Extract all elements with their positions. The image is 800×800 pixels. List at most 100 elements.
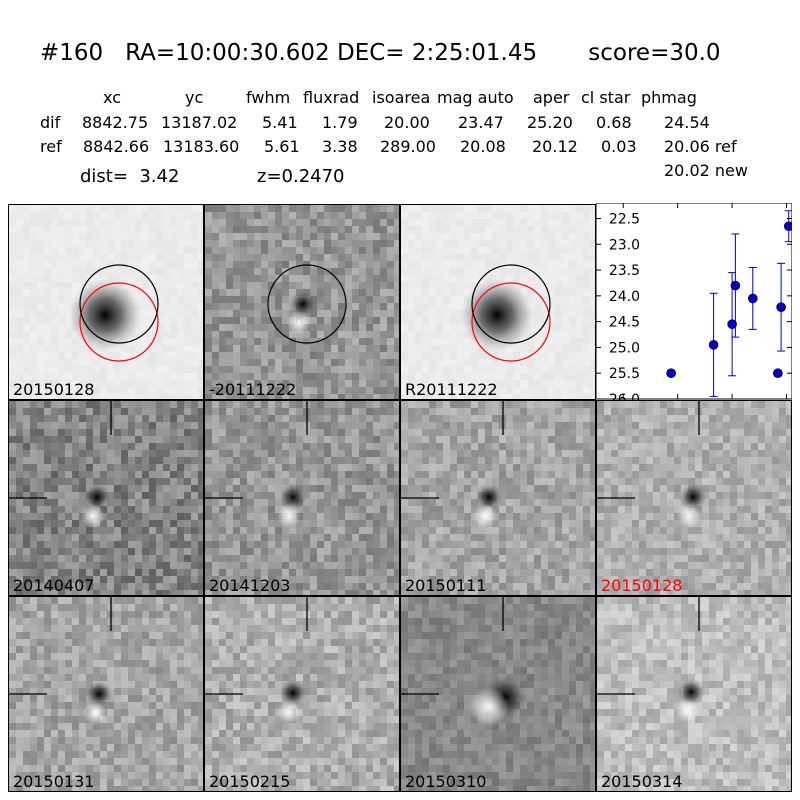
ref-phmag: 20.06 ref xyxy=(664,137,737,156)
epoch-image xyxy=(401,401,595,595)
col-header-phmag: phmag xyxy=(641,88,697,107)
noise-texture xyxy=(597,401,791,595)
source-bright-lobe xyxy=(677,504,701,528)
source-bright-lobe xyxy=(81,504,105,528)
panel-label: 20141203 xyxy=(209,576,291,595)
page-title: #160 RA=10:00:30.602 DEC= 2:25:01.45 sco… xyxy=(40,40,721,66)
aperture-circle-black xyxy=(471,264,551,344)
data-point xyxy=(666,368,676,379)
dif-image xyxy=(205,205,399,399)
source-bright-lobe xyxy=(473,504,497,528)
ref-image-0 xyxy=(9,205,203,399)
panel-label: 20150314 xyxy=(601,772,683,791)
col-header-fluxrad: fluxrad xyxy=(303,88,360,107)
dif-mag-auto: 23.47 xyxy=(458,113,504,132)
panel-dif-20111222: -20111222 xyxy=(204,204,400,400)
panel-epoch-20141203: 20141203 xyxy=(204,400,400,596)
row-label-dif: dif xyxy=(40,113,61,132)
phmag-new: 20.02 new xyxy=(664,161,748,180)
col-header-yc: yc xyxy=(185,88,204,107)
panel-label: 20150128 xyxy=(13,380,95,399)
aperture-circle-red xyxy=(471,282,551,362)
ref-fluxrad: 3.38 xyxy=(322,137,358,156)
source-dark-lobe xyxy=(677,678,705,706)
dist-value: dist= 3.42 xyxy=(80,166,180,187)
source-dark-lobe xyxy=(83,483,111,511)
panel-label-highlight: 20150128 xyxy=(601,576,683,595)
epoch-image xyxy=(9,597,203,791)
noise-texture xyxy=(597,597,791,791)
noise-texture xyxy=(205,205,399,399)
galaxy-source xyxy=(69,279,141,351)
data-point xyxy=(708,340,719,350)
ref-fwhm: 5.61 xyxy=(264,137,300,156)
source-bright-lobe xyxy=(287,311,311,335)
epoch-image xyxy=(205,597,399,791)
noise-texture xyxy=(9,597,203,791)
epoch-image xyxy=(597,401,791,595)
y-tick-label: 22.5 xyxy=(609,211,640,227)
aperture-circle-black xyxy=(79,264,159,344)
col-header-aper: aper xyxy=(533,88,570,107)
light-curve-chart: 22.523.023.524.024.525.025.526.0−100−500… xyxy=(596,203,792,400)
dif-cl-star: 0.68 xyxy=(596,113,632,132)
panel-label: 20150131 xyxy=(13,772,95,791)
noise-texture xyxy=(205,401,399,595)
source-dark-lobe xyxy=(279,483,307,511)
source-bright-lobe xyxy=(469,687,509,727)
ref-xc: 8842.66 xyxy=(83,137,150,156)
panel-ref-r20111222: R20111222 xyxy=(400,204,596,400)
panel-epoch-20150310: 20150310 xyxy=(400,596,596,792)
panel-epoch-20150111: 20150111 xyxy=(400,400,596,596)
panel-label: 20140407 xyxy=(13,576,95,595)
y-tick-label: 24.5 xyxy=(609,315,640,331)
col-header-fwhm: fwhm xyxy=(246,88,291,107)
epoch-image xyxy=(401,597,595,791)
y-tick-label: 25.0 xyxy=(609,340,640,356)
plot-frame xyxy=(596,203,792,400)
source-bright-lobe xyxy=(675,699,699,723)
y-tick-label: 26.0 xyxy=(609,392,640,400)
panel-label: 20150111 xyxy=(405,576,487,595)
noise-texture xyxy=(9,205,203,399)
source-dark-lobe xyxy=(85,680,113,708)
data-point xyxy=(727,319,737,330)
y-tick-label: 25.5 xyxy=(609,366,640,382)
epoch-image xyxy=(597,597,791,791)
ref-isoarea: 289.00 xyxy=(380,137,436,156)
col-header-mag-auto: mag auto xyxy=(437,88,514,107)
y-tick-label: 23.5 xyxy=(609,263,640,279)
panel-epoch-20150314: 20150314 xyxy=(596,596,792,792)
panel-label: 20150215 xyxy=(209,772,291,791)
dif-fwhm: 5.41 xyxy=(262,113,298,132)
data-point xyxy=(783,221,792,232)
col-header-xc: xc xyxy=(103,88,121,107)
noise-texture xyxy=(205,597,399,791)
panel-label: 20150310 xyxy=(405,772,487,791)
ref-mag-auto: 20.08 xyxy=(460,137,506,156)
data-point xyxy=(748,293,758,304)
epoch-image xyxy=(9,401,203,595)
panel-label: -20111222 xyxy=(209,380,297,399)
row-label-ref: ref xyxy=(40,137,62,156)
data-point xyxy=(730,280,741,291)
panel-epoch-20150215: 20150215 xyxy=(204,596,400,792)
source-bright-lobe xyxy=(277,504,301,528)
y-tick-label: 24.0 xyxy=(609,289,640,305)
dif-phmag: 24.54 xyxy=(664,113,710,132)
source-bright-lobe xyxy=(83,701,107,725)
ref-yc: 13183.60 xyxy=(163,137,240,156)
data-point xyxy=(776,302,786,312)
source-bright-lobe xyxy=(277,700,301,724)
ref-aper: 20.12 xyxy=(532,137,578,156)
col-header-cl-star: cl star xyxy=(581,88,631,107)
y-tick-label: 23.0 xyxy=(609,237,640,253)
aperture-circle-red xyxy=(79,282,159,362)
dif-aper: 25.20 xyxy=(527,113,573,132)
source-dark-lobe xyxy=(679,483,707,511)
source-dark-lobe xyxy=(289,290,317,318)
redshift-value: z=0.2470 xyxy=(257,166,345,187)
panel-epoch-20150128: 20150128 xyxy=(596,400,792,596)
dif-isoarea: 20.00 xyxy=(384,113,430,132)
ref-cl-star: 0.03 xyxy=(601,137,637,156)
